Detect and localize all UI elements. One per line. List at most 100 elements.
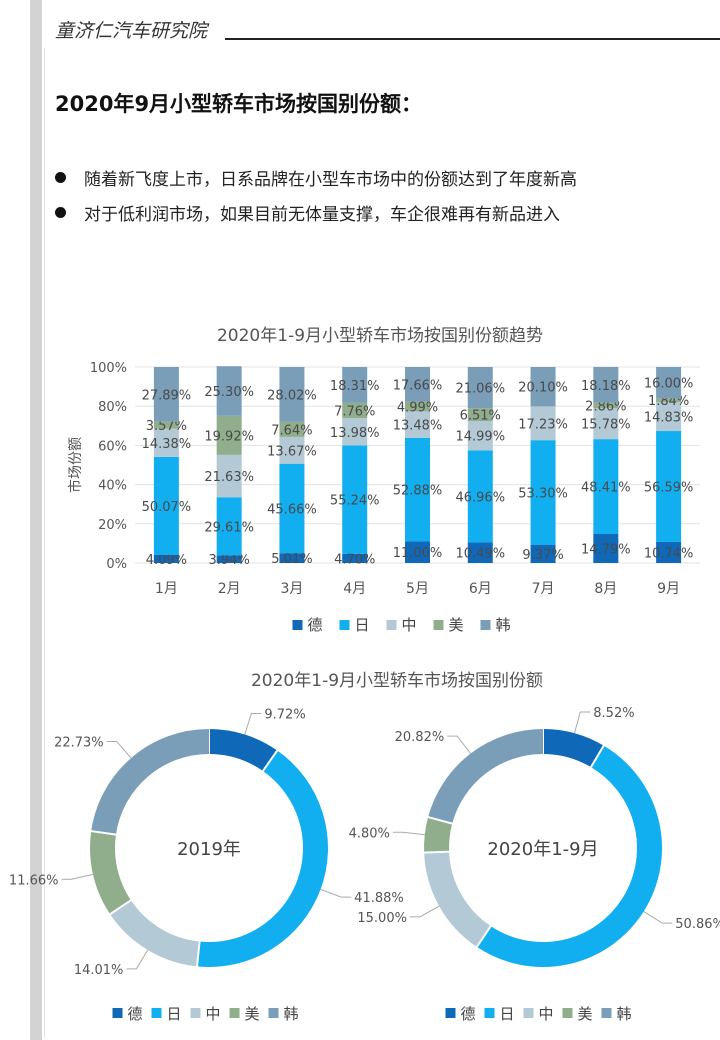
legend-label: 韩 bbox=[617, 1005, 632, 1023]
bar-segment bbox=[530, 544, 556, 563]
x-tick-label: 7月 bbox=[532, 581, 555, 597]
bullet-list: 随着新飞度上市，日系品牌在小型车市场中的份额达到了年度新高 对于低利润市场，如果… bbox=[55, 160, 577, 230]
y-tick-label: 0% bbox=[106, 557, 127, 572]
legend-swatch bbox=[339, 620, 350, 630]
x-tick-label: 2月 bbox=[218, 581, 241, 597]
slice-label: 20.82% bbox=[395, 730, 445, 745]
data-label: 28.02% bbox=[267, 388, 317, 403]
bar-segment bbox=[279, 436, 305, 464]
bar-segment bbox=[656, 431, 682, 542]
legend-label: 日 bbox=[355, 616, 370, 634]
legend-label: 美 bbox=[578, 1005, 593, 1023]
bar-segment bbox=[656, 541, 682, 563]
data-label: 21.06% bbox=[455, 382, 505, 397]
slice-label: 14.01% bbox=[74, 963, 124, 978]
data-label: 48.41% bbox=[581, 481, 631, 496]
donut-slice bbox=[476, 745, 662, 967]
slice-label: 22.73% bbox=[54, 735, 104, 750]
data-label: 5.01% bbox=[271, 552, 312, 567]
leader-line bbox=[409, 905, 440, 918]
data-label: 9.37% bbox=[522, 548, 563, 563]
bar-segment bbox=[216, 555, 242, 563]
bar-segment bbox=[279, 367, 305, 422]
data-label: 17.66% bbox=[393, 378, 443, 393]
bar-segment bbox=[530, 440, 556, 545]
bar-segment bbox=[467, 450, 493, 543]
bar-segment bbox=[153, 456, 179, 555]
data-label: 16.00% bbox=[644, 377, 694, 392]
bar-segment bbox=[279, 463, 305, 554]
data-label: 13.67% bbox=[267, 444, 317, 459]
bar-segment bbox=[342, 402, 368, 419]
bar-segment bbox=[467, 542, 493, 563]
slice-label: 15.00% bbox=[357, 911, 407, 926]
legend-label: 日 bbox=[167, 1005, 182, 1023]
leader-line bbox=[126, 949, 149, 970]
x-tick-label: 8月 bbox=[594, 581, 617, 597]
data-label: 2.86% bbox=[585, 399, 626, 414]
chart-title: 2020年1-9月小型轿车市场按国别份额趋势 bbox=[217, 326, 543, 346]
donut-center-label: 2019年 bbox=[177, 839, 241, 860]
legend-swatch bbox=[562, 1008, 573, 1018]
page-title: 2020年9月小型轿车市场按国别份额： bbox=[55, 92, 423, 116]
bullet-text: 对于低利润市场，如果目前无体量支撑，车企很难再有新品进入 bbox=[84, 205, 560, 225]
data-label: 25.30% bbox=[204, 385, 254, 400]
bar-segment bbox=[656, 398, 682, 402]
bar-segment bbox=[405, 437, 430, 542]
slice-separator bbox=[90, 829, 118, 836]
bar-segment bbox=[216, 366, 242, 416]
data-label: 6.51% bbox=[460, 409, 501, 424]
bar-segment bbox=[656, 401, 682, 432]
leader-line bbox=[643, 911, 673, 924]
legend-swatch bbox=[484, 1008, 495, 1018]
legend-swatch bbox=[190, 1008, 201, 1018]
data-label: 19.92% bbox=[204, 429, 254, 444]
stacked-bar-chart: 2020年1-9月小型轿车市场按国别份额趋势 市场份额 0% 20% 40% 60% 8… bbox=[67, 326, 700, 634]
y-tick-label: 40% bbox=[98, 479, 127, 494]
data-label: 53.30% bbox=[518, 486, 568, 501]
data-label: 4.70% bbox=[334, 552, 375, 567]
data-label: 17.23% bbox=[518, 417, 568, 432]
bullet-text: 随着新飞度上市，日系品牌在小型车市场中的份额达到了年度新高 bbox=[84, 170, 577, 190]
donut-title: 2020年1-9月小型轿车市场按国别份额 bbox=[251, 671, 543, 691]
data-label: 56.59% bbox=[644, 480, 694, 495]
x-tick-label: 9月 bbox=[657, 581, 680, 597]
legend-label: 韩 bbox=[496, 616, 511, 634]
data-label: 45.66% bbox=[267, 502, 317, 517]
data-label: 10.74% bbox=[644, 546, 694, 561]
data-label: 29.61% bbox=[204, 520, 254, 535]
bar-segment bbox=[593, 439, 619, 535]
x-tick-label: 3月 bbox=[280, 581, 303, 597]
legend-swatch bbox=[433, 620, 444, 630]
bullet-dot-icon bbox=[55, 207, 66, 218]
legend-label: 德 bbox=[308, 616, 323, 634]
donut-slice bbox=[90, 831, 132, 915]
bar-segment bbox=[342, 445, 368, 554]
bar-segment bbox=[216, 415, 242, 455]
x-tick-label: 5月 bbox=[406, 581, 429, 597]
org-header: 童济仁汽车研究院 bbox=[55, 20, 208, 42]
legend-swatch bbox=[292, 620, 303, 630]
legend-label: 美 bbox=[449, 616, 464, 634]
leader-line bbox=[244, 713, 262, 735]
data-label: 52.88% bbox=[393, 484, 443, 499]
y-axis-label: 市场份额 bbox=[67, 437, 84, 493]
slice-separator bbox=[195, 940, 201, 968]
leader-line bbox=[106, 740, 132, 759]
data-label: 14.99% bbox=[455, 430, 505, 445]
data-label: 15.78% bbox=[581, 418, 631, 433]
bar-segment bbox=[405, 411, 430, 438]
bar-segment bbox=[593, 408, 619, 440]
legend-swatch bbox=[386, 620, 397, 630]
side-divider bbox=[44, 48, 45, 1038]
legend-swatch bbox=[229, 1008, 240, 1018]
header-underline bbox=[225, 38, 720, 40]
donut-slice bbox=[424, 817, 453, 853]
bar-segment bbox=[530, 406, 556, 441]
legend-swatch bbox=[445, 1008, 456, 1018]
data-label: 55.24% bbox=[330, 494, 380, 509]
donut-slice bbox=[110, 899, 200, 967]
data-label: 13.48% bbox=[393, 419, 443, 434]
legend-label: 中 bbox=[402, 616, 417, 634]
legend-label: 中 bbox=[206, 1005, 221, 1023]
